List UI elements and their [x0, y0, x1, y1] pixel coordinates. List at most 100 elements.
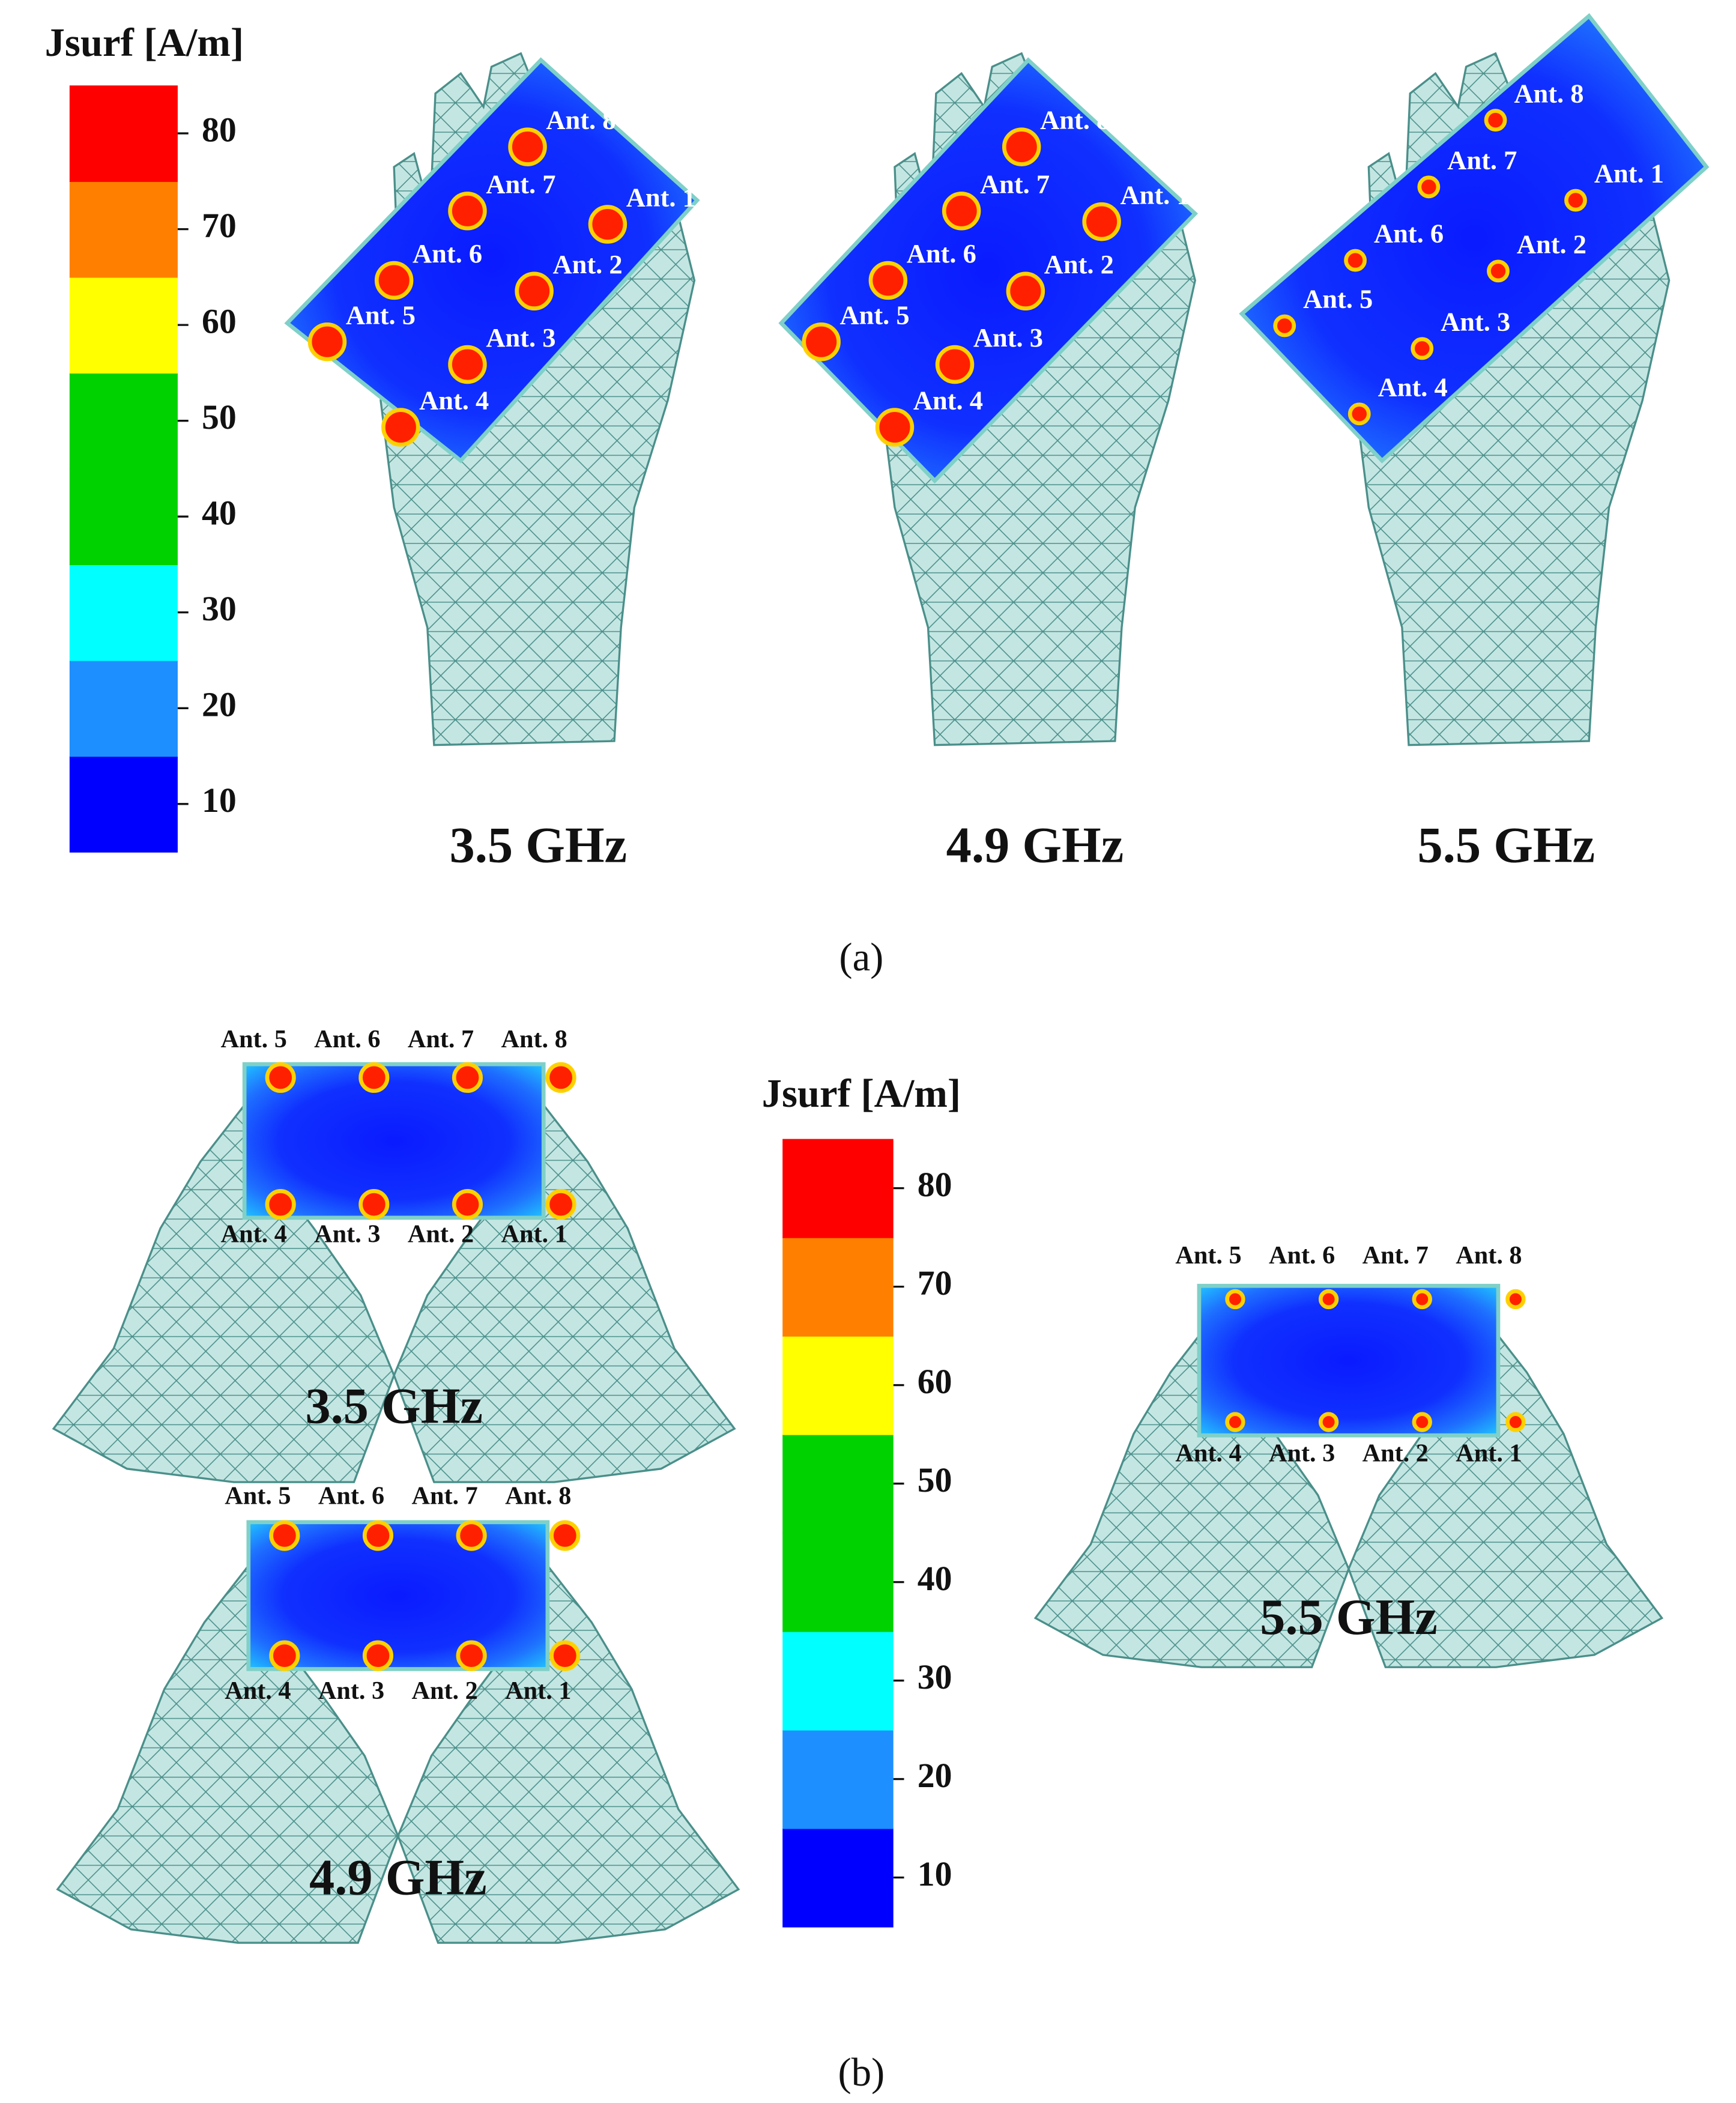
antenna-label: Ant. 5 — [346, 300, 416, 330]
antenna-label: Ant. 7 — [412, 1481, 478, 1510]
antenna-label: Ant. 2 — [408, 1220, 474, 1248]
colorbar-tick-label: 60 — [918, 1362, 952, 1401]
colorbar-band — [69, 756, 178, 853]
hotspot — [1412, 1289, 1432, 1310]
antenna-label: Ant. 1 — [1456, 1439, 1522, 1467]
hotspot — [1505, 1289, 1526, 1310]
antenna-label: Ant. 7 — [486, 169, 555, 199]
colorbar-band — [782, 1336, 894, 1435]
colorbar-band — [782, 1533, 894, 1632]
colorbar-band — [782, 1434, 894, 1534]
colorbar-title: Jsurf [A/m] — [45, 21, 244, 65]
hotspot — [1347, 402, 1371, 426]
hotspot — [868, 261, 908, 300]
hand-plot: Ant. 1 Ant. 2 Ant. 3 Ant. 4 Ant. 5 Ant. 6 Ant.… — [284, 52, 700, 746]
hands-plot: Ant. 1 Ant. 2 Ant. 3 Ant. 4 Ant. 5 Ant. 6 Ant.… — [52, 1025, 736, 1483]
antenna-label: Ant. 8 — [1040, 105, 1110, 135]
antenna-label: Ant. 7 — [1362, 1241, 1429, 1269]
colorbar-band — [782, 1631, 894, 1731]
colorbar-band — [69, 660, 178, 757]
antenna-label: Ant. 7 — [1447, 145, 1517, 175]
phone — [1239, 13, 1710, 464]
hotspot — [374, 261, 414, 300]
antenna-label: Ant. 3 — [1441, 307, 1510, 337]
antenna-label: Ant. 5 — [221, 1025, 287, 1053]
colorbar-band — [782, 1828, 894, 1928]
hotspot — [452, 1062, 483, 1093]
antenna-label: Ant. 6 — [1269, 1241, 1335, 1269]
hotspot — [549, 1520, 581, 1551]
antenna-label: Ant. 3 — [973, 322, 1043, 353]
hotspot — [1564, 189, 1587, 212]
antenna-label: Ant. 7 — [408, 1025, 474, 1053]
hotspot — [1225, 1412, 1245, 1432]
antenna-label: Ant. 1 — [501, 1220, 567, 1248]
antenna-label: Ant. 1 — [1121, 180, 1190, 210]
frequency-label: 4.9 GHz — [946, 818, 1124, 874]
antenna-label: Ant. 6 — [318, 1481, 384, 1510]
antenna-label: Ant. 8 — [501, 1025, 567, 1053]
hotspot — [802, 322, 841, 362]
hotspot — [1273, 314, 1296, 337]
colorbar-band — [782, 1729, 894, 1829]
antenna-label: Ant. 1 — [505, 1677, 571, 1705]
antenna-label: Ant. 5 — [1303, 284, 1373, 314]
antenna-label: Ant. 8 — [546, 105, 615, 135]
colorbar-tick-label: 10 — [918, 1854, 952, 1893]
frequency-label: 3.5 GHz — [305, 1379, 483, 1435]
antenna-label: Ant. 6 — [1374, 219, 1444, 249]
hotspot — [942, 192, 981, 231]
hotspot — [362, 1640, 394, 1671]
hotspot — [875, 408, 915, 447]
antenna-label: Ant. 2 — [553, 249, 623, 279]
colorbar-band — [69, 564, 178, 661]
caption: (b) — [838, 2051, 885, 2095]
hotspot — [362, 1520, 394, 1551]
hotspot — [307, 322, 347, 362]
hotspot — [358, 1062, 390, 1093]
antenna-label: Ant. 4 — [419, 386, 489, 416]
hotspot — [1006, 271, 1045, 310]
hotspot — [452, 1189, 483, 1220]
hotspot — [448, 345, 487, 384]
colorbar-tick-label: 80 — [918, 1165, 952, 1204]
hotspot — [549, 1640, 581, 1671]
antenna-label: Ant. 2 — [1362, 1439, 1429, 1467]
hotspot — [265, 1189, 296, 1220]
antenna-label: Ant. 2 — [1044, 249, 1114, 279]
colorbar-tick-label: 10 — [202, 781, 237, 820]
hand-plot: Ant. 1 Ant. 2 Ant. 3 Ant. 4 Ant. 5 Ant. 6 Ant.… — [1239, 13, 1710, 746]
hotspot — [1417, 175, 1441, 199]
colorbar-tick-label: 20 — [918, 1756, 952, 1795]
colorbar-tick-label: 70 — [202, 206, 237, 245]
frequency-label: 4.9 GHz — [309, 1850, 487, 1906]
antenna-label: Ant. 3 — [1269, 1439, 1335, 1467]
hotspot — [358, 1189, 390, 1220]
colorbar-tick-label: 80 — [202, 110, 237, 149]
antenna-label: Ant. 8 — [1456, 1241, 1522, 1269]
colorbar-tick-label: 20 — [202, 685, 237, 724]
hotspot — [1484, 109, 1507, 132]
antenna-label: Ant. 3 — [314, 1220, 380, 1248]
hotspot — [456, 1640, 487, 1671]
antenna-label: Ant. 1 — [1594, 159, 1664, 189]
hotspot — [1082, 202, 1121, 241]
antenna-label: Ant. 1 — [626, 183, 696, 213]
colorbar-tick-label: 30 — [202, 589, 237, 628]
hotspot — [545, 1062, 576, 1093]
hotspot — [448, 192, 487, 231]
colorbar-band — [69, 181, 178, 278]
hotspot — [1002, 127, 1041, 166]
phone — [242, 1062, 546, 1220]
hotspot — [1487, 259, 1510, 283]
hotspot — [1412, 1412, 1432, 1432]
frequency-label: 5.5 GHz — [1418, 818, 1595, 874]
colorbar-tick-label: 70 — [918, 1263, 952, 1303]
antenna-label: Ant. 7 — [980, 169, 1050, 199]
antenna-label: Ant. 4 — [221, 1220, 287, 1248]
hotspot — [1411, 337, 1434, 360]
antenna-label: Ant. 5 — [840, 300, 910, 330]
antenna-label: Ant. 4 — [1175, 1439, 1241, 1467]
